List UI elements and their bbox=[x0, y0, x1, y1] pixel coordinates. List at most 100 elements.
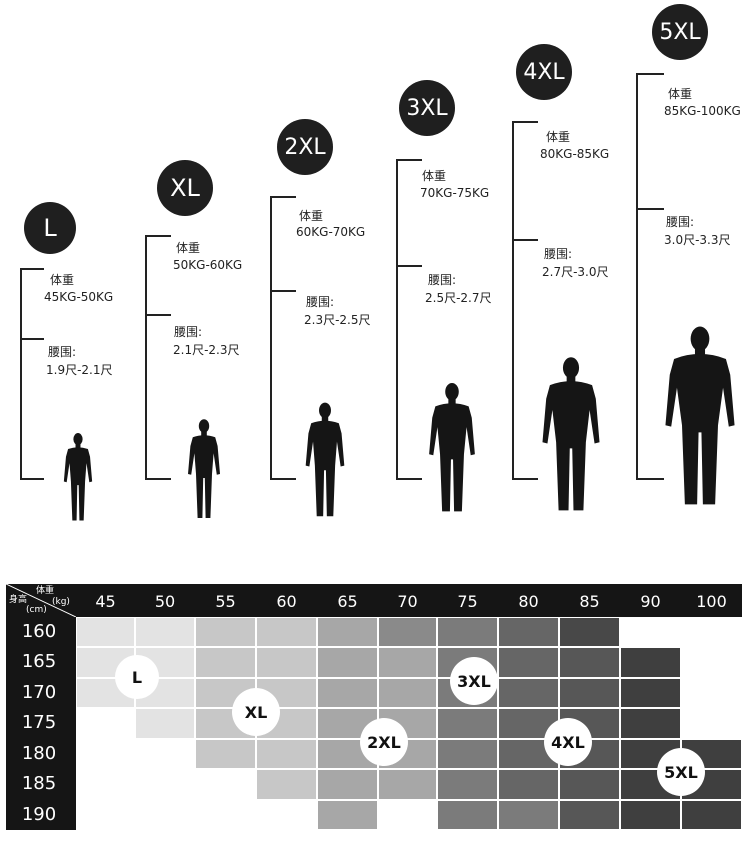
bracket-tick bbox=[636, 478, 664, 480]
weight-label: 体重 bbox=[546, 130, 571, 144]
table-cell bbox=[256, 647, 317, 678]
weight-header: 85 bbox=[579, 592, 600, 611]
person-silhouette-icon bbox=[429, 382, 475, 512]
size-zone-xl: XL bbox=[232, 688, 280, 736]
table-cell bbox=[681, 708, 742, 739]
weight-value: 45KG-50KG bbox=[44, 290, 114, 304]
bracket-tick bbox=[20, 338, 44, 340]
table-cell bbox=[559, 677, 620, 709]
table-cell bbox=[76, 617, 135, 648]
table-cell bbox=[378, 799, 437, 830]
table-cell bbox=[498, 769, 559, 800]
size-badge-5xl: 5XL bbox=[652, 4, 708, 60]
table-cell bbox=[437, 769, 498, 800]
height-row-label: 160 bbox=[21, 621, 57, 642]
table-cell bbox=[437, 708, 498, 739]
table-cell bbox=[437, 617, 498, 648]
size-zone-5xl: 5XL bbox=[657, 748, 705, 796]
waist-value: 2.7尺-3.0尺 bbox=[542, 265, 609, 279]
table-cell bbox=[256, 617, 317, 648]
bracket-tick bbox=[396, 478, 422, 480]
height-bracket bbox=[145, 235, 147, 479]
table-cell bbox=[620, 647, 681, 678]
table-cell bbox=[378, 769, 437, 800]
bracket-tick bbox=[20, 268, 44, 270]
height-row-label: 190 bbox=[21, 803, 57, 825]
height-row-label: 180 bbox=[21, 742, 57, 764]
weight-label: 体重 bbox=[422, 169, 447, 183]
weight-header: 65 bbox=[337, 592, 358, 611]
waist-label: 腰围: bbox=[306, 295, 335, 309]
height-row-label: 165 bbox=[21, 651, 57, 673]
bracket-tick bbox=[396, 265, 422, 267]
table-cell bbox=[135, 708, 195, 739]
table-cell bbox=[256, 769, 317, 800]
height-bracket bbox=[636, 73, 638, 479]
table-cell bbox=[135, 799, 195, 830]
table-cell bbox=[559, 769, 620, 800]
table-cell bbox=[317, 677, 378, 709]
table-cell bbox=[620, 708, 681, 739]
table-cell bbox=[378, 617, 437, 648]
bracket-tick bbox=[512, 478, 538, 480]
person-silhouette-icon bbox=[665, 326, 735, 505]
bracket-tick bbox=[270, 478, 296, 480]
table-cell bbox=[135, 738, 195, 770]
weight-header: 60 bbox=[276, 592, 297, 611]
person-silhouette-icon bbox=[188, 419, 220, 518]
size-figures-panel: L 体重 45KG-50KG 腰围: 1.9尺-2.1尺 XL 体重 50KG-… bbox=[20, 4, 741, 521]
table-cell bbox=[378, 647, 437, 678]
bracket-tick bbox=[396, 159, 422, 161]
table-cell bbox=[76, 799, 135, 830]
bracket-tick bbox=[636, 208, 664, 210]
corner-diagonal-line bbox=[6, 584, 76, 617]
table-cell bbox=[195, 647, 256, 678]
table-cell bbox=[317, 769, 378, 800]
table-cell bbox=[135, 769, 195, 800]
size-badge-2xl: 2XL bbox=[277, 119, 333, 175]
height-bracket bbox=[396, 159, 398, 479]
table-cell bbox=[317, 799, 378, 830]
waist-value: 2.1尺-2.3尺 bbox=[173, 343, 240, 357]
table-cell bbox=[498, 617, 559, 648]
table-cell bbox=[437, 799, 498, 830]
table-cell bbox=[135, 617, 195, 648]
table-cell bbox=[76, 769, 135, 800]
weight-header: 50 bbox=[154, 592, 176, 611]
table-cell bbox=[620, 617, 681, 648]
weight-value: 50KG-60KG bbox=[173, 258, 243, 272]
table-cell bbox=[317, 647, 378, 678]
table-cell bbox=[256, 738, 317, 770]
bracket-tick bbox=[145, 314, 171, 316]
size-badge-4xl: 4XL bbox=[516, 44, 572, 100]
table-cell bbox=[681, 647, 742, 678]
weight-header: 55 bbox=[215, 592, 236, 611]
table-cell bbox=[195, 799, 256, 830]
corner-diagonal bbox=[6, 584, 76, 617]
corner-kg-label: (kg) bbox=[52, 597, 70, 607]
corner-weight-label: 体重 bbox=[36, 586, 55, 596]
height-bracket bbox=[512, 121, 514, 479]
size-zone-4xl: 4XL bbox=[544, 718, 592, 766]
waist-label: 腰围: bbox=[48, 345, 77, 359]
weight-header: 70 bbox=[397, 592, 418, 611]
bracket-tick bbox=[636, 73, 664, 75]
table-cell bbox=[559, 647, 620, 678]
table-cell bbox=[76, 708, 135, 739]
weight-label: 体重 bbox=[668, 87, 693, 101]
waist-label: 腰围: bbox=[544, 247, 573, 261]
height-bracket bbox=[20, 268, 22, 479]
table-cell bbox=[76, 738, 135, 770]
size-zone-2xl: 2XL bbox=[360, 718, 408, 766]
waist-label: 腰围: bbox=[174, 325, 203, 339]
table-cell bbox=[195, 769, 256, 800]
weight-header: 100 bbox=[696, 592, 727, 611]
size-badge-xl: XL bbox=[157, 160, 213, 216]
table-cell bbox=[559, 617, 620, 648]
bracket-tick bbox=[145, 478, 171, 480]
waist-value: 2.5尺-2.7尺 bbox=[425, 291, 492, 305]
bracket-tick bbox=[270, 290, 296, 292]
table-cell bbox=[620, 799, 681, 830]
table-cell bbox=[256, 799, 317, 830]
